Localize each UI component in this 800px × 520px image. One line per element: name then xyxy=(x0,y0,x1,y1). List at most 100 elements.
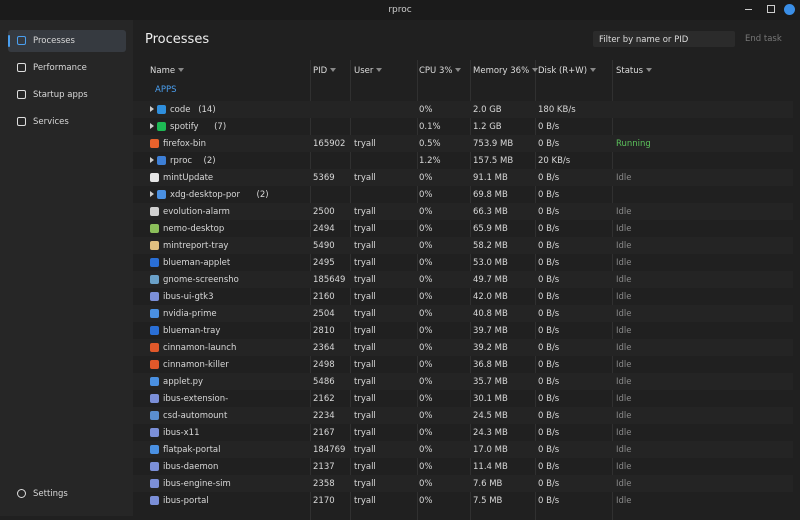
cell-disk: 0 B/s xyxy=(538,394,560,404)
process-row[interactable]: ibus-x11 2167 tryall 0% 24.3 MB 0 B/s Idle xyxy=(133,424,793,441)
process-row[interactable]: evolution-alarm 2500 tryall 0% 66.3 MB 0 B/s I… xyxy=(133,203,793,220)
cell-memory: 36.8 MB xyxy=(473,360,508,370)
process-row[interactable]: cinnamon-launch 2364 tryall 0% 39.2 MB 0 B/s I… xyxy=(133,339,793,356)
process-row[interactable]: firefox-bin 165902 tryall 0.5% 753.9 MB 0 B/s… xyxy=(133,135,793,152)
column-header[interactable]: PID xyxy=(313,66,337,76)
cell-memory: 42.0 MB xyxy=(473,292,508,302)
cell-disk: 0 B/s xyxy=(538,360,560,370)
process-name: spotify xyxy=(170,122,199,132)
process-row[interactable]: ibus-daemon 2137 tryall 0% 11.4 MB 0 B/s Idle xyxy=(133,458,793,475)
sidebar-icon xyxy=(17,36,26,45)
process-name: mintreport-tray xyxy=(163,241,229,251)
cell-status: Idle xyxy=(616,360,632,370)
expand-arrow[interactable] xyxy=(150,157,154,163)
process-row[interactable]: nvidia-prime 2504 tryall 0% 40.8 MB 0 B/s Idle xyxy=(133,305,793,322)
cell-memory: 11.4 MB xyxy=(473,462,508,472)
sort-arrow xyxy=(590,68,597,72)
process-row[interactable]: ibus-portal 2170 tryall 0% 7.5 MB 0 B/s Idle xyxy=(133,492,793,509)
cell-user: tryall xyxy=(354,394,376,404)
cell-pid: 2137 xyxy=(313,462,335,472)
process-row[interactable]: csd-automount 2234 tryall 0% 24.5 MB 0 B/s Idl… xyxy=(133,407,793,424)
expand-arrow[interactable] xyxy=(150,123,154,129)
process-row[interactable]: ibus-extension- 2162 tryall 0% 30.1 MB 0 B/s I… xyxy=(133,390,793,407)
column-header[interactable]: Name xyxy=(150,66,185,76)
process-row[interactable]: blueman-applet 2495 tryall 0% 53.0 MB 0 B/s Id… xyxy=(133,254,793,271)
column-header[interactable]: CPU 3% xyxy=(419,66,462,76)
sidebar-item[interactable]: Services xyxy=(8,111,126,133)
cell-status: Idle xyxy=(616,394,632,404)
column-label: CPU 3% xyxy=(419,66,453,76)
settings-label: Settings xyxy=(33,489,68,499)
cell-cpu: 0% xyxy=(419,309,433,319)
process-name: blueman-applet xyxy=(163,258,231,268)
process-row[interactable]: spotify (7) 0.1% 1.2 GB 0 B/s xyxy=(133,118,793,135)
process-name: ibus-engine-sim xyxy=(163,479,231,489)
cell-user: tryall xyxy=(354,309,376,319)
column-label: Status xyxy=(616,66,644,76)
process-row[interactable]: mintreport-tray 5490 tryall 0% 58.2 MB 0 B/s I… xyxy=(133,237,793,254)
cell-disk: 0 B/s xyxy=(538,224,560,234)
cell-status: Idle xyxy=(616,173,632,183)
cell-user: tryall xyxy=(354,207,376,217)
process-row[interactable]: ibus-engine-sim 2358 tryall 0% 7.6 MB 0 B/s Id… xyxy=(133,475,793,492)
process-row[interactable]: code (14) 0% 2.0 GB 180 KB/s xyxy=(133,101,793,118)
process-name: evolution-alarm xyxy=(163,207,230,217)
column-label: Memory 36% xyxy=(473,66,530,76)
cell-disk: 0 B/s xyxy=(538,445,560,455)
sidebar-icon xyxy=(17,63,26,72)
process-row[interactable]: nemo-desktop 2494 tryall 0% 65.9 MB 0 B/s Idle xyxy=(133,220,793,237)
column-header[interactable]: Disk (R+W) xyxy=(538,66,597,76)
process-row[interactable]: cinnamon-killer 2498 tryall 0% 36.8 MB 0 B/s I… xyxy=(133,356,793,373)
maximize-button[interactable] xyxy=(767,5,775,13)
expand-arrow[interactable] xyxy=(150,106,154,112)
cell-cpu: 0% xyxy=(419,479,433,489)
process-row[interactable]: blueman-tray 2810 tryall 0% 39.7 MB 0 B/s Idle xyxy=(133,322,793,339)
cell-pid: 5490 xyxy=(313,241,335,251)
cell-disk: 0 B/s xyxy=(538,411,560,421)
process-icon xyxy=(150,411,159,420)
end-task-button[interactable]: End task xyxy=(745,34,782,44)
process-row[interactable]: flatpak-portal 184769 tryall 0% 17.0 MB 0 B/s… xyxy=(133,441,793,458)
process-icon xyxy=(157,105,166,114)
close-button[interactable] xyxy=(784,4,795,15)
cell-status: Idle xyxy=(616,241,632,251)
column-header[interactable]: Status xyxy=(616,66,653,76)
cell-pid: 2504 xyxy=(313,309,335,319)
column-separator xyxy=(350,60,351,520)
process-row[interactable]: rproc (2) 1.2% 157.5 MB 20 KB/s xyxy=(133,152,793,169)
cell-user: tryall xyxy=(354,275,376,285)
process-row[interactable]: applet.py 5486 tryall 0% 35.7 MB 0 B/s Idle xyxy=(133,373,793,390)
cell-pid: 184769 xyxy=(313,445,346,455)
cell-pid: 2810 xyxy=(313,326,335,336)
sidebar-item[interactable]: Processes xyxy=(8,30,126,52)
cell-disk: 0 B/s xyxy=(538,462,560,472)
sidebar: Processes Performance Startup apps Services… xyxy=(0,20,133,516)
cell-pid: 2234 xyxy=(313,411,335,421)
cell-user: tryall xyxy=(354,139,376,149)
process-row[interactable]: mintUpdate 5369 tryall 0% 91.1 MB 0 B/s Idle xyxy=(133,169,793,186)
process-row[interactable]: gnome-screensho 185649 tryall 0% 49.7 MB 0 B/… xyxy=(133,271,793,288)
cell-memory: 24.5 MB xyxy=(473,411,508,421)
cell-disk: 0 B/s xyxy=(538,190,560,200)
column-header[interactable]: User xyxy=(354,66,383,76)
sort-arrow xyxy=(376,68,383,72)
process-row[interactable]: xdg-desktop-por (2) 0% 69.8 MB 0 B/s xyxy=(133,186,793,203)
search-box[interactable]: Filter by name or PID xyxy=(593,31,735,47)
sidebar-item[interactable]: Startup apps xyxy=(8,84,126,106)
process-row[interactable]: ibus-ui-gtk3 2160 tryall 0% 42.0 MB 0 B/s Idle xyxy=(133,288,793,305)
column-header[interactable]: Memory 36% xyxy=(473,66,539,76)
cell-status: Idle xyxy=(616,292,632,302)
process-name: nemo-desktop xyxy=(163,224,225,234)
minimize-button[interactable] xyxy=(745,9,752,10)
cell-memory: 35.7 MB xyxy=(473,377,508,387)
window-title: rproc xyxy=(388,5,412,15)
sidebar-item[interactable]: Performance xyxy=(8,57,126,79)
sidebar-label: Startup apps xyxy=(33,90,88,100)
settings-button[interactable]: Settings xyxy=(8,483,126,505)
cell-pid: 2495 xyxy=(313,258,335,268)
process-icon xyxy=(150,292,159,301)
expand-arrow[interactable] xyxy=(150,191,154,197)
cell-pid: 2162 xyxy=(313,394,335,404)
cell-pid: 2358 xyxy=(313,479,335,489)
